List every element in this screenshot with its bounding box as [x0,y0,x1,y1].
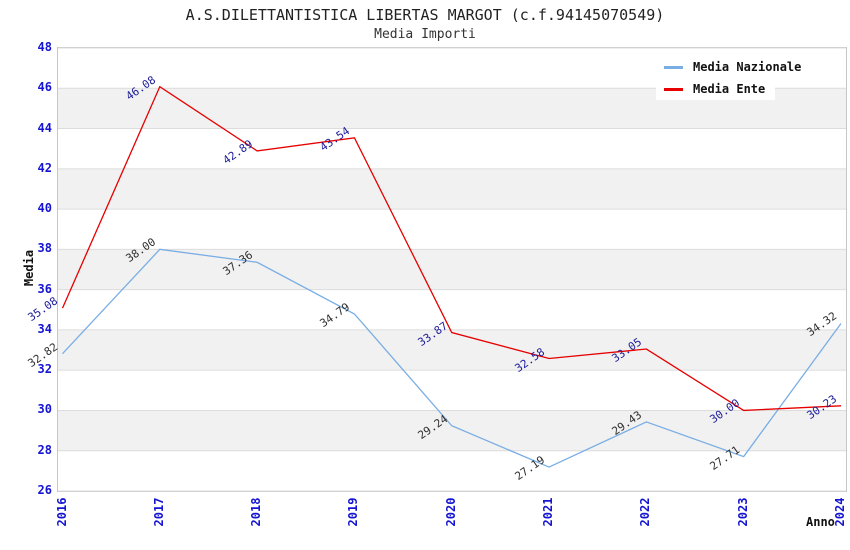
y-tick-label: 38 [37,241,52,256]
point-label: 32.58 [512,344,548,375]
point-label: 27.71 [707,442,742,473]
x-axis-title: Anno [806,515,835,529]
point-label: 34.79 [317,300,353,331]
legend-item-media-nazionale: Media Nazionale [656,56,812,78]
y-tick-label: 44 [37,120,52,135]
legend-line-sample-icon [664,65,683,69]
legend-label: Media Ente [693,82,766,96]
x-tick-label: 2024 [833,497,847,527]
x-tick-label: 2018 [249,497,264,527]
y-tick-label: 26 [37,483,52,497]
x-tick-label: 2019 [346,497,361,527]
point-label: 29.43 [609,408,645,438]
point-label: 29.24 [415,412,450,442]
series-line-media-nazionale [62,248,842,468]
x-tick-label: 2020 [443,497,458,527]
x-tick-label: 2022 [638,497,653,527]
legend-line-sample-icon [664,87,683,91]
legend-label: Media Nazionale [693,60,802,74]
line-chart-canvas [58,47,846,492]
point-label: 27.19 [512,453,548,484]
point-label: 33.05 [609,335,645,366]
point-label: 42.89 [220,137,256,167]
series-line-media-ente [61,85,842,412]
chart-title: A.S.DILETTANTISTICA LIBERTAS MARGOT (c.f… [185,6,665,24]
y-tick-label: 30 [37,402,52,417]
x-tick-label: 2017 [151,497,166,527]
y-tick-label: 48 [37,40,52,54]
data-labels-layer: 32.82 38.00 37.36 34.79 29.24 27.19 29.43 27.71… [26,48,846,491]
plot-area: 32.82 38.00 37.36 34.79 29.24 27.19 29.43 27.71… [26,47,847,492]
point-label: 34.32 [804,309,839,340]
point-label: 30.23 [804,392,839,422]
x-tick-label: 2016 [54,497,69,527]
point-label: 37.36 [220,248,256,279]
point-label: 46.08 [123,73,158,103]
legend: Media Nazionale Media Ente [656,56,812,100]
point-label: 35.08 [25,294,61,325]
x-tick-label: 2023 [735,497,750,527]
y-tick-label: 34 [37,321,52,336]
y-tick-label: 32 [37,362,52,377]
chart-subtitle: Media Importi [374,27,476,42]
y-tick-label: 28 [37,442,52,457]
point-label: 30.00 [707,396,742,427]
y-axis-title: Media [22,249,36,287]
y-tick-label: 40 [37,201,52,216]
x-tick-label: 2021 [541,497,556,527]
point-label: 33.87 [415,318,450,349]
point-label: 38.00 [123,235,158,266]
y-tick-label: 46 [37,80,52,95]
y-tick-label: 42 [37,160,52,175]
y-tick-label: 36 [37,281,52,296]
point-label: 43.54 [317,124,353,154]
legend-item-media-ente: Media Ente [656,78,776,100]
